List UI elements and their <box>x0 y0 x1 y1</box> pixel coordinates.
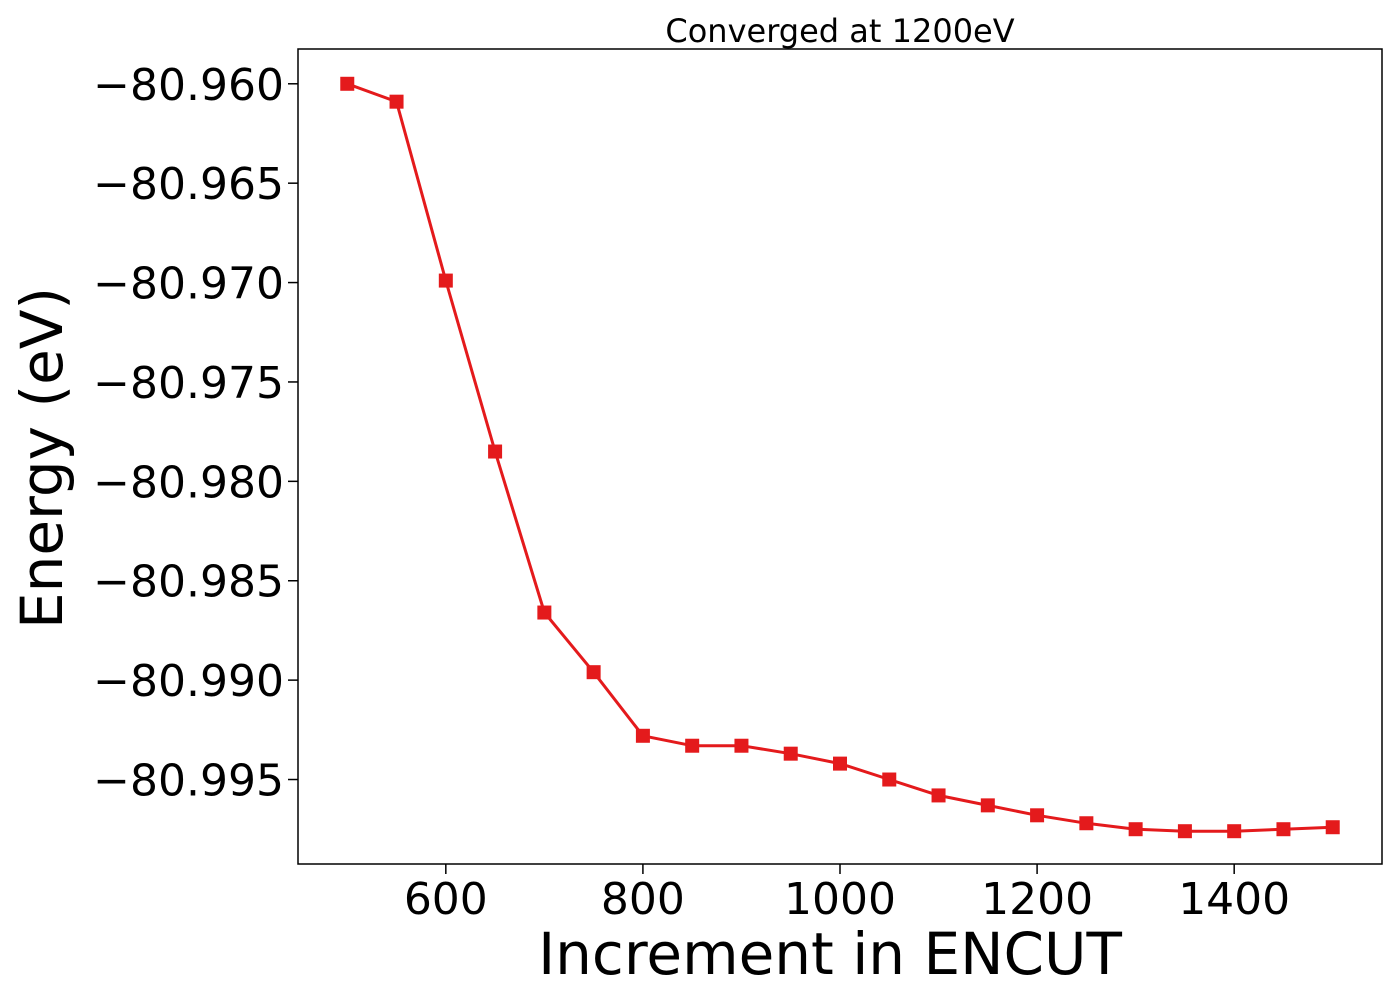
y-tick-label: −80.960 <box>93 60 284 111</box>
data-point-marker <box>882 772 897 787</box>
x-tick-label: 600 <box>404 874 488 925</box>
y-axis-ticks: −80.960 −80.965 −80.970 −80.975 −80.980 −80.9… <box>93 60 298 807</box>
x-axis-ticks: 600 800 1000 1200 1400 <box>404 864 1290 925</box>
data-point-marker <box>685 738 700 753</box>
data-point-marker <box>488 444 503 459</box>
y-tick-label: −80.985 <box>93 557 284 608</box>
data-point-marker <box>1325 820 1340 835</box>
data-point-marker <box>783 746 798 761</box>
data-point-marker <box>1177 824 1192 839</box>
data-point-marker <box>438 273 453 288</box>
data-point-marker <box>833 756 847 771</box>
data-point-marker <box>1128 822 1143 837</box>
data-point-marker <box>980 798 995 813</box>
y-tick-label: −80.970 <box>93 259 284 310</box>
x-tick-label: 1000 <box>784 874 896 925</box>
data-point-marker <box>931 788 946 803</box>
data-point-marker <box>1227 824 1242 839</box>
data-point-marker <box>635 728 650 743</box>
y-tick-label: −80.995 <box>93 756 284 807</box>
chart-title: Converged at 1200eV <box>665 12 1014 50</box>
x-tick-label: 1400 <box>1178 874 1290 925</box>
y-axis-label: Energy (eV) <box>8 287 76 629</box>
data-point-marker <box>586 665 601 680</box>
data-point-marker <box>734 738 749 753</box>
y-tick-label: −80.980 <box>93 457 284 508</box>
data-point-marker <box>1276 822 1291 837</box>
data-point-marker <box>1030 808 1045 823</box>
data-point-marker <box>537 605 552 620</box>
data-point-marker <box>389 94 404 109</box>
data-point-marker <box>1079 816 1094 831</box>
x-tick-label: 800 <box>601 874 685 925</box>
series-layer <box>340 76 1340 839</box>
data-point-marker <box>340 76 355 91</box>
x-tick-label: 1200 <box>981 874 1093 925</box>
x-axis-label: Increment in ENCUT <box>538 920 1122 988</box>
plot-area-frame <box>297 48 1383 865</box>
y-tick-label: −80.965 <box>93 159 284 210</box>
y-tick-label: −80.990 <box>93 656 284 707</box>
y-tick-label: −80.975 <box>93 358 284 409</box>
